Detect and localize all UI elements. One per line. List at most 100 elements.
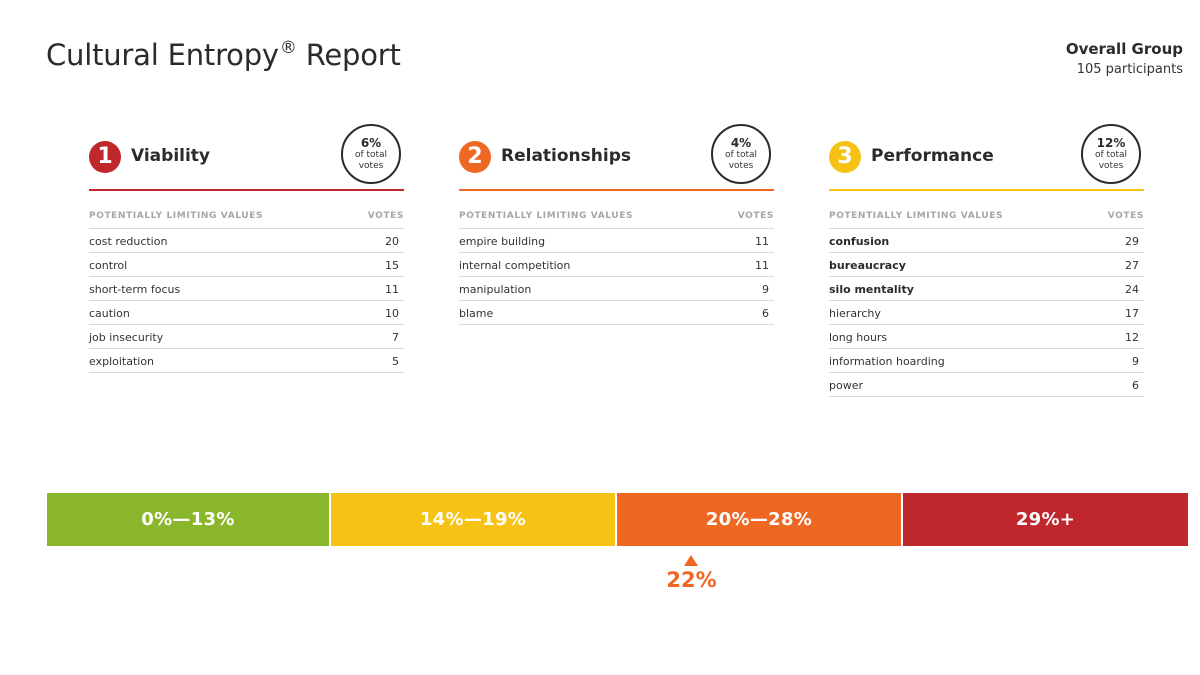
table-row: hierarchy 17	[829, 301, 1144, 325]
percent-caption-line1: of total	[354, 150, 388, 160]
limiting-value-name: job insecurity	[89, 331, 164, 344]
table-row: exploitation 5	[89, 349, 404, 373]
limiting-value-votes: 11	[385, 283, 399, 296]
limiting-value-votes: 12	[1125, 331, 1139, 344]
table-row: empire building 11	[459, 229, 774, 253]
limiting-value-votes: 24	[1125, 283, 1139, 296]
limiting-value-name: short-term focus	[89, 283, 181, 296]
marker-arrow-icon	[684, 555, 698, 566]
table-row: confusion 29	[829, 229, 1144, 253]
report-title: Cultural Entropy® Report	[46, 38, 401, 72]
table-row: short-term focus 11	[89, 277, 404, 301]
panel-title: Relationships	[501, 146, 631, 166]
values-table: empire building 11 internal competition 11 m…	[459, 229, 774, 325]
limiting-value-name: confusion	[829, 235, 890, 248]
panel-title: Performance	[871, 146, 994, 166]
panel-number-badge: 3	[829, 141, 861, 173]
limiting-value-votes: 11	[755, 259, 769, 272]
percent-value: 6%	[360, 136, 382, 150]
table-row: long hours 12	[829, 325, 1144, 349]
percent-caption-line1: of total	[724, 150, 758, 160]
panel-number-badge: 2	[459, 141, 491, 173]
scale-segment-low: 0%—13%	[47, 493, 331, 546]
limiting-value-votes: 10	[385, 307, 399, 320]
limiting-value-votes: 29	[1125, 235, 1139, 248]
column-header-values: POTENTIALLY LIMITING VALUES	[829, 211, 1004, 221]
table-row: cost reduction 20	[89, 229, 404, 253]
limiting-value-votes: 11	[755, 235, 769, 248]
percent-caption-line1: of total	[1094, 150, 1128, 160]
limiting-value-name: information hoarding	[829, 355, 945, 368]
panel-header: 3 Performance 12% of total votes	[829, 124, 1144, 191]
limiting-value-name: control	[89, 259, 128, 272]
table-row: blame 6	[459, 301, 774, 325]
report-title-text: Cultural Entropy	[46, 38, 279, 72]
limiting-value-votes: 20	[385, 235, 399, 248]
scale-segment-high: 20%—28%	[617, 493, 903, 546]
percent-of-votes-badge: 6% of total votes	[341, 124, 401, 184]
group-info: Overall Group 105 participants	[1066, 40, 1183, 77]
panel-viability: 1 Viability 6% of total votes POTENTIALL…	[89, 124, 404, 373]
table-row: power 6	[829, 373, 1144, 397]
column-header-votes: VOTES	[737, 211, 774, 221]
percent-caption-line2: votes	[728, 161, 754, 171]
report-title-suffix: Report	[305, 38, 401, 72]
table-row: control 15	[89, 253, 404, 277]
limiting-value-votes: 15	[385, 259, 399, 272]
table-row: caution 10	[89, 301, 404, 325]
column-headers: POTENTIALLY LIMITING VALUES VOTES	[89, 191, 404, 229]
column-header-values: POTENTIALLY LIMITING VALUES	[89, 211, 264, 221]
group-name: Overall Group	[1065, 40, 1183, 58]
percent-value: 12%	[1096, 136, 1126, 150]
values-table: cost reduction 20 control 15 short-term focu…	[89, 229, 404, 373]
limiting-value-name: hierarchy	[829, 307, 881, 320]
column-headers: POTENTIALLY LIMITING VALUES VOTES	[459, 191, 774, 229]
table-row: information hoarding 9	[829, 349, 1144, 373]
percent-value: 4%	[730, 136, 752, 150]
limiting-value-votes: 7	[392, 331, 399, 344]
entropy-score: 22%	[666, 568, 717, 592]
column-headers: POTENTIALLY LIMITING VALUES VOTES	[829, 191, 1144, 229]
limiting-value-name: manipulation	[459, 283, 532, 296]
registered-mark: ®	[279, 38, 297, 58]
limiting-value-name: silo mentality	[829, 283, 914, 296]
limiting-value-votes: 6	[762, 307, 769, 320]
entropy-scale: 0%—13% 14%—19% 20%—28% 29%+	[47, 493, 1188, 546]
limiting-value-name: empire building	[459, 235, 546, 248]
limiting-value-name: power	[829, 379, 863, 392]
table-row: silo mentality 24	[829, 277, 1144, 301]
limiting-value-name: exploitation	[89, 355, 155, 368]
limiting-value-votes: 17	[1125, 307, 1139, 320]
table-row: internal competition 11	[459, 253, 774, 277]
limiting-value-votes: 5	[392, 355, 399, 368]
table-row: bureaucracy 27	[829, 253, 1144, 277]
scale-segment-critical: 29%+	[903, 493, 1188, 546]
limiting-value-votes: 9	[1132, 355, 1139, 368]
participant-count: 105 participants	[1076, 62, 1183, 77]
panel-header: 1 Viability 6% of total votes	[89, 124, 404, 191]
limiting-value-name: caution	[89, 307, 130, 320]
values-table: confusion 29 bureaucracy 27 silo mentality 24…	[829, 229, 1144, 397]
column-header-values: POTENTIALLY LIMITING VALUES	[459, 211, 634, 221]
percent-of-votes-badge: 12% of total votes	[1081, 124, 1141, 184]
limiting-value-votes: 6	[1132, 379, 1139, 392]
panel-performance: 3 Performance 12% of total votes POTENTI…	[829, 124, 1144, 397]
limiting-value-name: bureaucracy	[829, 259, 906, 272]
limiting-value-name: blame	[459, 307, 494, 320]
limiting-value-name: internal competition	[459, 259, 571, 272]
limiting-value-votes: 9	[762, 283, 769, 296]
panel-title: Viability	[131, 146, 211, 166]
column-header-votes: VOTES	[367, 211, 404, 221]
column-header-votes: VOTES	[1107, 211, 1144, 221]
table-row: manipulation 9	[459, 277, 774, 301]
table-row: job insecurity 7	[89, 325, 404, 349]
panel-number-badge: 1	[89, 141, 121, 173]
limiting-value-name: cost reduction	[89, 235, 168, 248]
percent-caption-line2: votes	[1098, 161, 1124, 171]
percent-of-votes-badge: 4% of total votes	[711, 124, 771, 184]
panel-relationships: 2 Relationships 4% of total votes POTENT…	[459, 124, 774, 325]
scale-segment-moderate: 14%—19%	[331, 493, 617, 546]
panel-header: 2 Relationships 4% of total votes	[459, 124, 774, 191]
percent-caption-line2: votes	[358, 161, 384, 171]
limiting-value-name: long hours	[829, 331, 888, 344]
